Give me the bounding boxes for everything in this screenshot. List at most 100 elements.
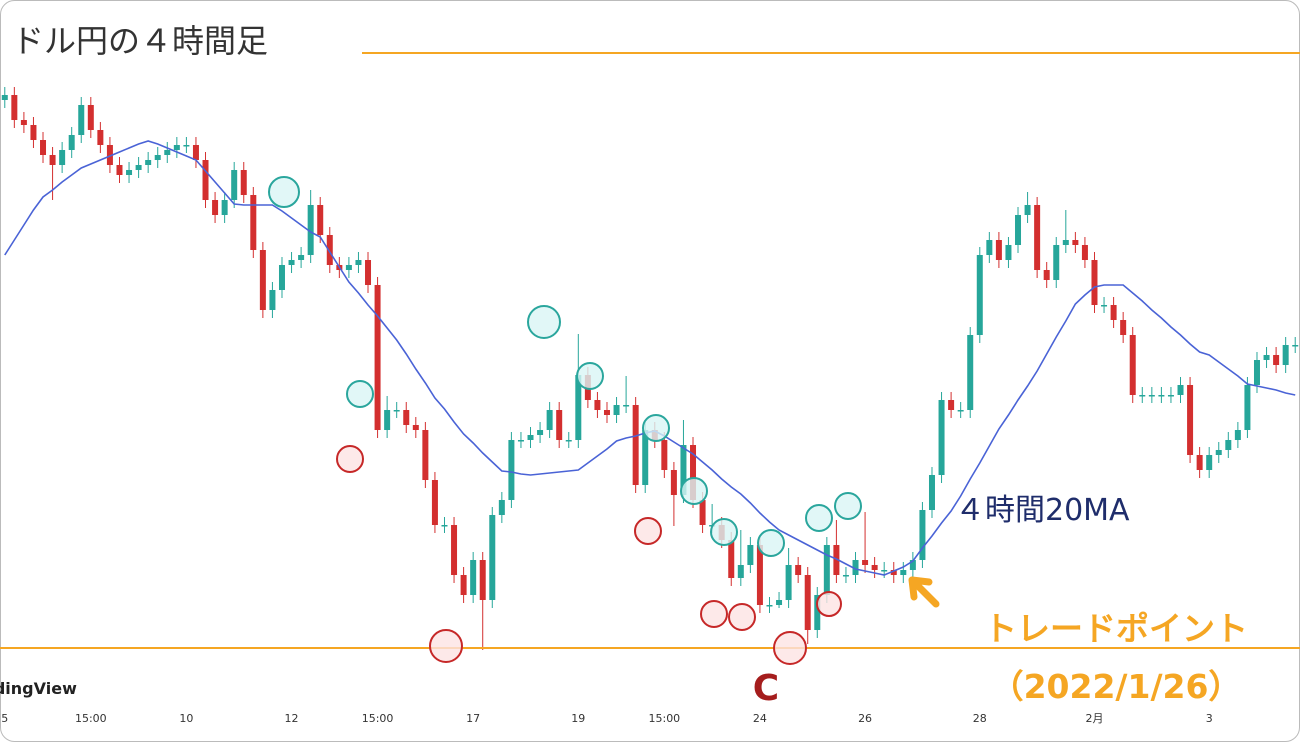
candle-body bbox=[1234, 430, 1241, 440]
candle-body bbox=[890, 570, 897, 575]
x-tick-label: 5 bbox=[1, 712, 8, 725]
candle-body bbox=[508, 440, 515, 500]
high-marker bbox=[710, 518, 738, 546]
candle-body bbox=[1273, 355, 1280, 365]
candle-body bbox=[814, 595, 821, 630]
candle-body bbox=[78, 105, 85, 135]
candle-body bbox=[192, 145, 199, 160]
candle-body bbox=[250, 195, 257, 250]
candle-body bbox=[183, 145, 190, 147]
ma-label: ４時間20MA bbox=[955, 493, 1130, 528]
candle-body bbox=[661, 440, 668, 470]
candle-body bbox=[384, 410, 391, 430]
candle-body bbox=[498, 500, 505, 515]
candle-body bbox=[1, 95, 8, 100]
candles bbox=[1, 87, 1299, 650]
candle-body bbox=[1062, 240, 1069, 245]
chart-title: ドル円の４時間足 bbox=[12, 22, 268, 60]
candle-body bbox=[957, 410, 964, 412]
candle-body bbox=[355, 260, 362, 265]
candle-body bbox=[642, 430, 649, 485]
candle-body bbox=[1015, 215, 1022, 245]
candle-body bbox=[374, 285, 381, 430]
candle-body bbox=[986, 240, 993, 255]
candle-body bbox=[690, 445, 697, 500]
candle-body bbox=[1139, 395, 1146, 397]
candle-body bbox=[1024, 205, 1031, 215]
candle-body bbox=[756, 545, 763, 605]
candle-body bbox=[1129, 335, 1136, 395]
candle-body bbox=[699, 500, 706, 525]
candle-body bbox=[470, 560, 477, 595]
candle-body bbox=[823, 545, 830, 595]
candle-body bbox=[900, 570, 907, 575]
candle-body bbox=[393, 410, 400, 412]
annotation: （2022/1/26） bbox=[991, 667, 1242, 706]
candle-body bbox=[135, 165, 142, 170]
candle-body bbox=[737, 565, 744, 578]
annotation: トレードポイント bbox=[984, 609, 1248, 648]
candle-body bbox=[68, 135, 75, 150]
x-tick-label: 26 bbox=[858, 712, 872, 725]
high-marker bbox=[834, 492, 862, 520]
arrow bbox=[908, 576, 940, 608]
candle-body bbox=[795, 565, 802, 575]
candle-body bbox=[20, 120, 27, 125]
candle-body bbox=[928, 475, 935, 510]
candle-body bbox=[909, 560, 916, 570]
candle-body bbox=[221, 200, 228, 215]
candle-body bbox=[881, 570, 888, 572]
candle-body bbox=[298, 255, 305, 260]
candle-body bbox=[231, 170, 238, 200]
candle-body bbox=[862, 560, 869, 565]
candle-body bbox=[603, 410, 610, 415]
candle-body bbox=[1177, 385, 1184, 395]
candle-body bbox=[1215, 450, 1222, 455]
candle-body bbox=[1034, 205, 1041, 270]
candle-body bbox=[288, 260, 295, 265]
candle-body bbox=[852, 560, 859, 575]
candle-body bbox=[575, 375, 582, 440]
candle-body bbox=[59, 150, 66, 165]
candle-body bbox=[212, 200, 219, 215]
candle-body bbox=[164, 150, 171, 155]
candle-body bbox=[1053, 245, 1060, 280]
x-tick-label: 15:00 bbox=[362, 712, 394, 725]
candle-body bbox=[1187, 385, 1194, 455]
candle-body bbox=[776, 600, 783, 605]
candle-body bbox=[49, 155, 56, 165]
candle-body bbox=[1225, 440, 1232, 450]
candle-body bbox=[919, 510, 926, 560]
watermark: TradingView bbox=[0, 679, 77, 698]
x-tick-label: 24 bbox=[753, 712, 767, 725]
candle-body bbox=[307, 205, 314, 255]
high-markers bbox=[268, 176, 862, 557]
candle-body bbox=[517, 440, 524, 442]
candle-body bbox=[747, 545, 754, 565]
candle-body bbox=[565, 440, 572, 442]
low-marker bbox=[429, 629, 463, 663]
candle-body bbox=[30, 125, 37, 140]
candle-body bbox=[1158, 395, 1165, 397]
candle-body bbox=[326, 235, 333, 265]
candle-body bbox=[1005, 245, 1012, 260]
x-tick-label: 2月 bbox=[1085, 712, 1103, 725]
high-marker bbox=[527, 305, 561, 339]
candle-body bbox=[345, 265, 352, 270]
x-tick-label: 15:00 bbox=[75, 712, 107, 725]
x-tick-label: 10 bbox=[179, 712, 193, 725]
candle-body bbox=[1196, 455, 1203, 470]
candle-body bbox=[1091, 260, 1098, 305]
candle-body bbox=[116, 165, 123, 175]
candle-body bbox=[527, 435, 534, 440]
candle-body bbox=[317, 205, 324, 235]
candle-body bbox=[451, 525, 458, 575]
candle-body bbox=[766, 605, 773, 607]
candle-body bbox=[1244, 385, 1251, 430]
candle-body bbox=[106, 145, 113, 165]
candle-body bbox=[431, 480, 438, 525]
x-tick-label: 19 bbox=[571, 712, 585, 725]
candle-body bbox=[556, 410, 563, 440]
candle-body bbox=[412, 425, 419, 430]
candle-body bbox=[240, 170, 247, 195]
